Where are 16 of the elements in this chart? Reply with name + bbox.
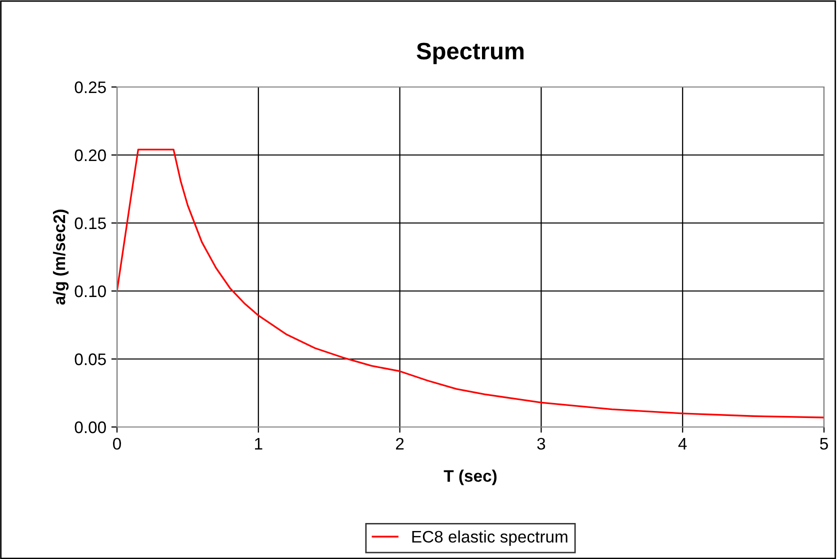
chart-title: Spectrum xyxy=(416,42,524,64)
y-tick-label: 0.05 xyxy=(74,353,106,366)
y-tick-label: 0.15 xyxy=(74,217,106,230)
y-tick-label: 0.10 xyxy=(74,285,106,298)
y-tick-label: 0.25 xyxy=(74,81,106,94)
x-axis-title: T (sec) xyxy=(444,470,497,486)
y-axis-title: a/g (m/sec2) xyxy=(52,210,69,305)
x-tick-label: 3 xyxy=(537,438,546,450)
x-tick-label: 0 xyxy=(113,438,121,450)
x-tick-label: 2 xyxy=(396,438,404,450)
x-tick-label: 4 xyxy=(678,438,687,450)
y-tick-label: 0.00 xyxy=(74,421,106,434)
x-tick-label: 1 xyxy=(255,438,262,450)
y-tick-label: 0.20 xyxy=(74,149,106,162)
x-tick-label: 5 xyxy=(820,438,828,450)
legend-label: EC8 elastic spectrum xyxy=(412,530,568,546)
